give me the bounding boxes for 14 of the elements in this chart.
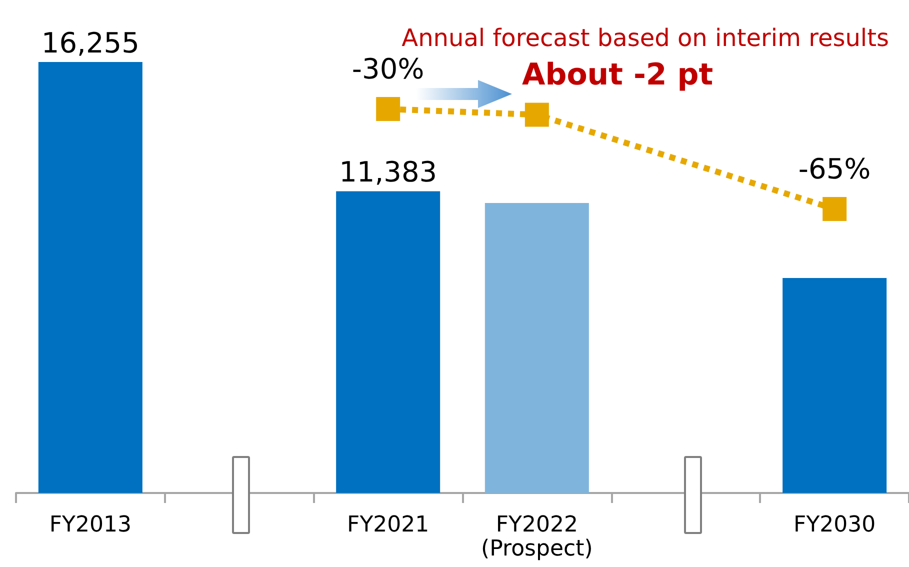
text: Annual forecast based on interim results [402, 24, 890, 52]
data-label: -65% [798, 152, 871, 186]
data-label: 11,383 [339, 156, 438, 189]
x-tick-label: FY2022 (Prospect) [481, 512, 593, 562]
bar [484, 202, 589, 493]
bar [336, 191, 440, 493]
data-label: -30% [352, 52, 424, 86]
x-tick-label: FY2021 [347, 512, 430, 538]
annotation: About -2 pt [522, 58, 714, 92]
bar [782, 278, 887, 493]
x-tick-label: FY2030 [794, 512, 876, 538]
x-tick-label: FY2013 [49, 512, 132, 538]
data-label: 16,255 [41, 26, 140, 60]
bar [38, 62, 142, 493]
